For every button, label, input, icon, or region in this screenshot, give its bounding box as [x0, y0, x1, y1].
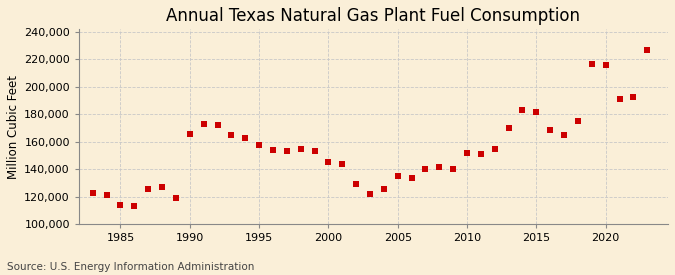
Point: [143, 186, 154, 191]
Point: [642, 48, 653, 52]
Point: [87, 191, 98, 195]
Point: [614, 97, 625, 101]
Point: [600, 63, 611, 67]
Point: [226, 133, 237, 137]
Point: [531, 109, 542, 114]
Point: [379, 186, 389, 191]
Point: [281, 149, 292, 154]
Point: [420, 167, 431, 172]
Point: [559, 133, 570, 137]
Point: [212, 123, 223, 128]
Point: [587, 61, 597, 66]
Point: [129, 204, 140, 209]
Point: [254, 142, 265, 147]
Point: [628, 94, 639, 99]
Point: [101, 193, 112, 198]
Title: Annual Texas Natural Gas Plant Fuel Consumption: Annual Texas Natural Gas Plant Fuel Cons…: [167, 7, 580, 25]
Point: [504, 126, 514, 130]
Point: [392, 174, 403, 178]
Point: [351, 182, 362, 187]
Point: [448, 167, 458, 172]
Point: [295, 147, 306, 151]
Point: [475, 152, 486, 156]
Point: [240, 136, 250, 140]
Point: [364, 192, 375, 196]
Point: [489, 147, 500, 151]
Point: [323, 160, 334, 165]
Point: [157, 185, 167, 189]
Point: [462, 151, 472, 155]
Y-axis label: Million Cubic Feet: Million Cubic Feet: [7, 75, 20, 179]
Point: [171, 196, 182, 200]
Point: [545, 127, 556, 132]
Point: [184, 131, 195, 136]
Point: [572, 119, 583, 123]
Text: Source: U.S. Energy Information Administration: Source: U.S. Energy Information Administ…: [7, 262, 254, 272]
Point: [115, 203, 126, 207]
Point: [406, 175, 417, 180]
Point: [309, 149, 320, 154]
Point: [267, 148, 278, 152]
Point: [337, 162, 348, 166]
Point: [517, 108, 528, 112]
Point: [198, 122, 209, 126]
Point: [434, 164, 445, 169]
